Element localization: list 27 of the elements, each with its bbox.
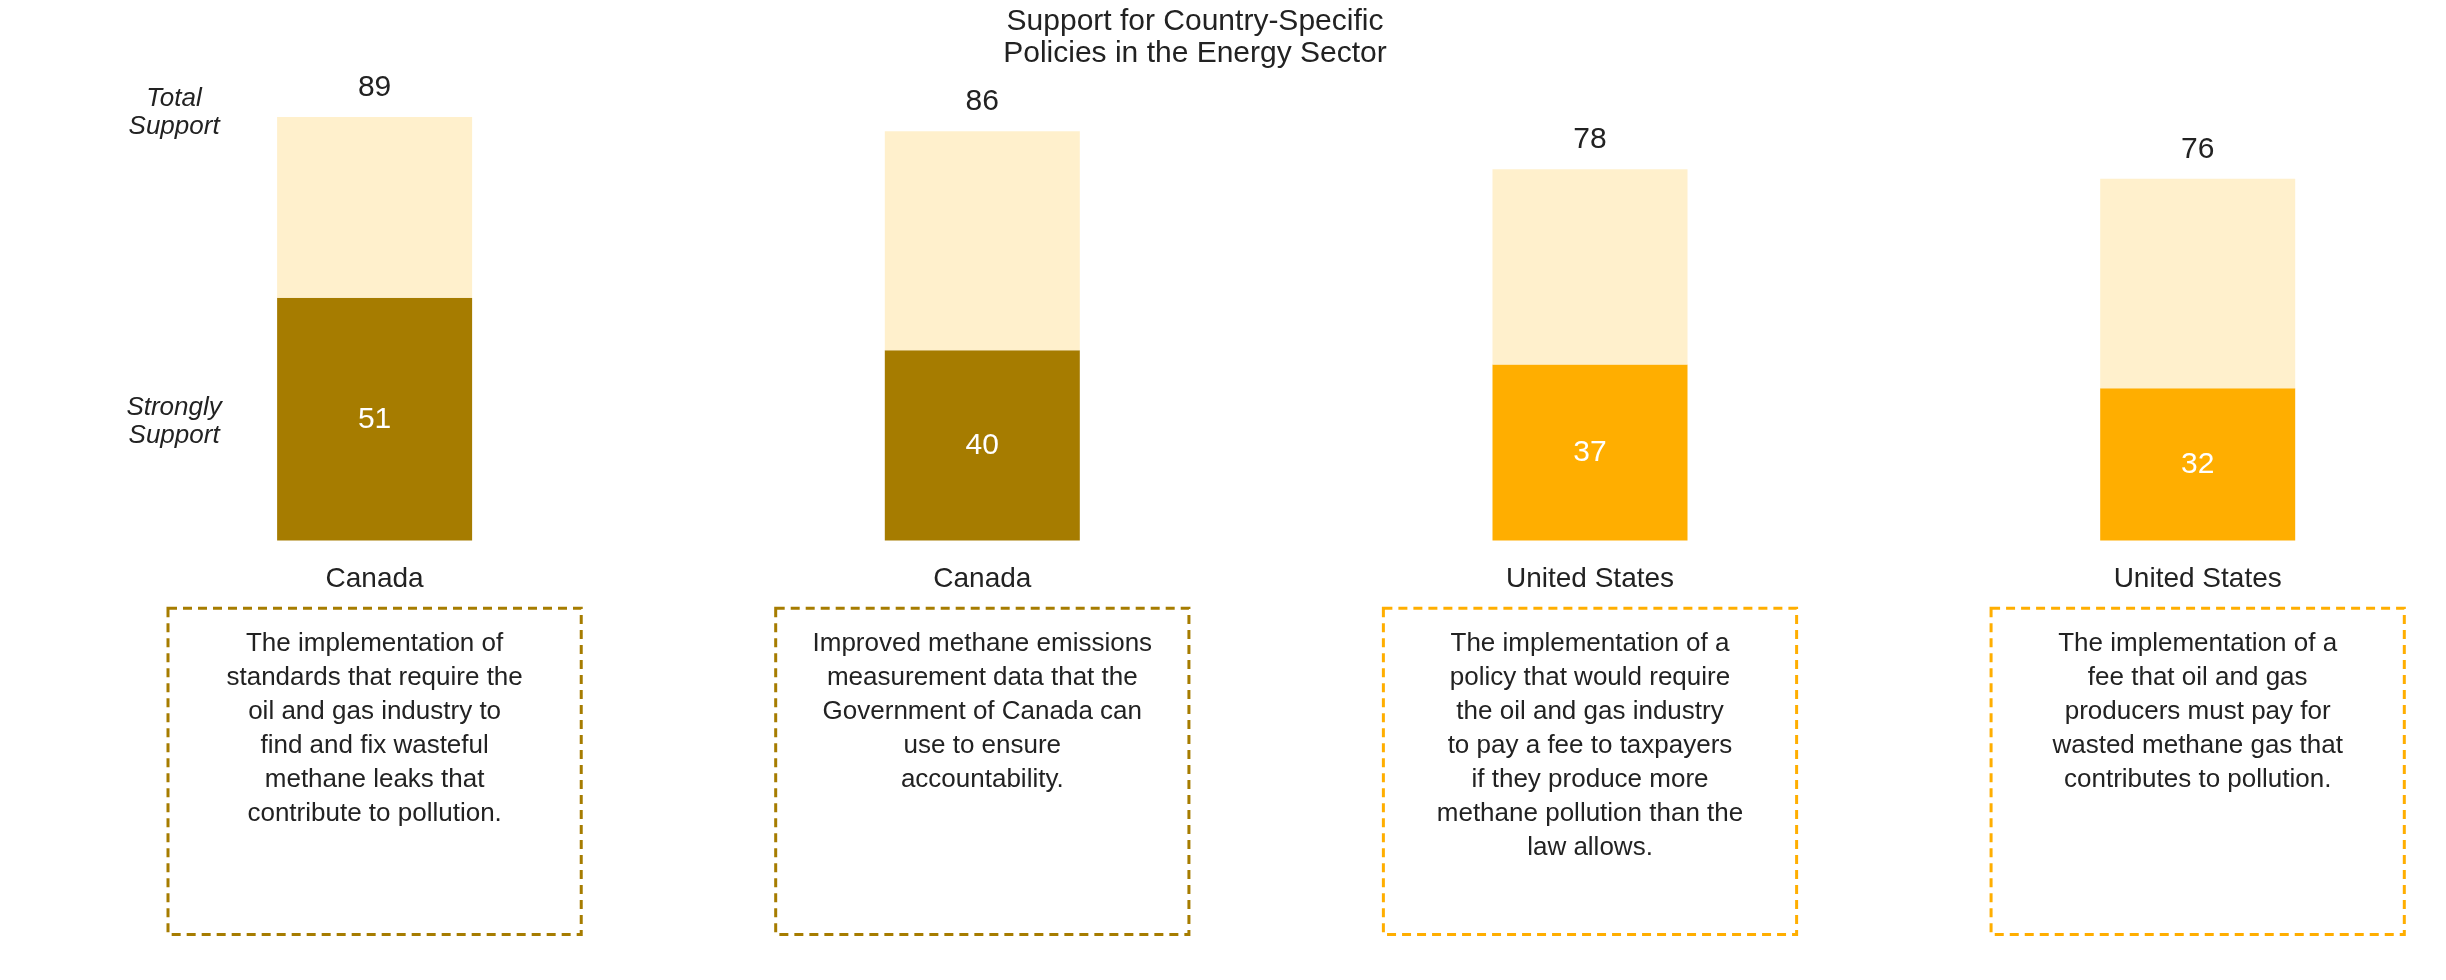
x-tick-label: United States xyxy=(2113,561,2282,593)
bar xyxy=(277,297,473,541)
text: Total Support xyxy=(128,81,222,140)
text: The implementation of standards that require the oil and gas industry to find and fix wasteful methane leaks that contribute to pollution. xyxy=(226,626,523,827)
x-tick-label: Canada xyxy=(325,561,425,593)
text: The implementation of a policy that would require the oil and gas industry to pay a fee to taxpayers if they produce more methane pollution than the law allows. xyxy=(1436,626,1744,861)
bar xyxy=(277,116,473,298)
text: Improved methane emissions measurement data that the Government of Canada can use to ensure accountability. xyxy=(812,626,1153,793)
data-label: 51 xyxy=(357,401,392,435)
total-label: 86 xyxy=(965,83,999,117)
data-label: 40 xyxy=(965,427,999,461)
bar xyxy=(2100,388,2296,541)
data-label: 32 xyxy=(2181,446,2215,480)
bar xyxy=(1492,169,1688,365)
data-label: 37 xyxy=(1573,434,1607,468)
bar xyxy=(2100,178,2296,389)
text: Strongly Support xyxy=(126,391,224,450)
bar xyxy=(1492,364,1688,541)
bar xyxy=(884,350,1080,541)
total-label: 78 xyxy=(1573,121,1607,155)
x-tick-label: Canada xyxy=(933,561,1032,593)
x-tick-label: United States xyxy=(1505,561,1675,593)
total-label: 76 xyxy=(2181,130,2215,164)
total-label: 89 xyxy=(357,68,392,102)
chart-title: Support for Country-Specific Policies in the Energy Sector xyxy=(1003,2,1387,68)
text: The implementation of a fee that oil and gas producers must pay for wasted methane gas that contributes to pollution. xyxy=(2051,626,2344,793)
bar xyxy=(884,131,1080,351)
